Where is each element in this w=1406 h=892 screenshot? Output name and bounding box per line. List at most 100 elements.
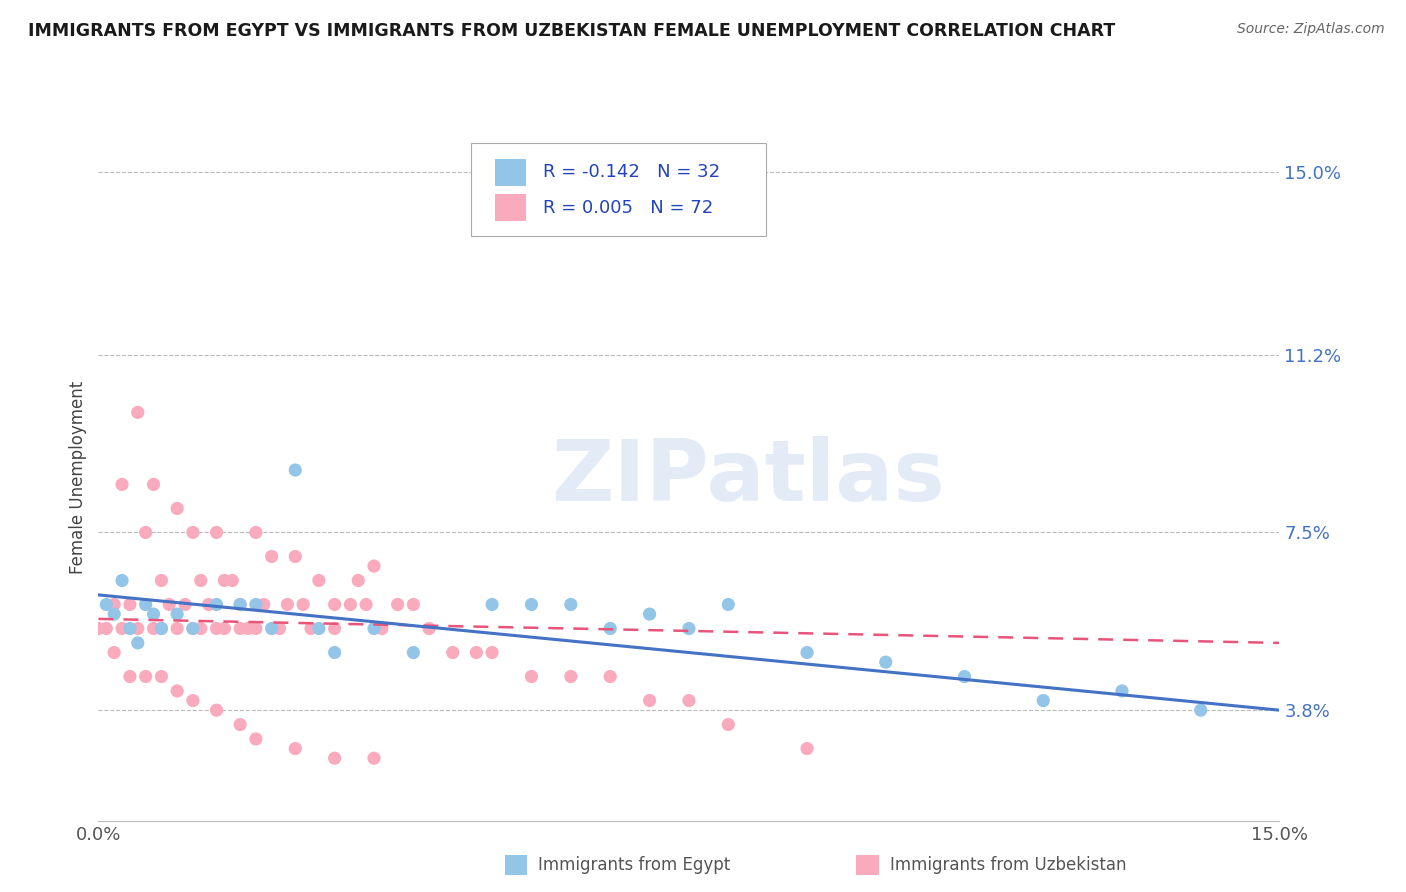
Point	[284, 463, 307, 477]
Text: R = -0.142   N = 32: R = -0.142 N = 32	[543, 163, 720, 181]
Point	[260, 622, 283, 636]
Text: Immigrants from Uzbekistan: Immigrants from Uzbekistan	[890, 856, 1126, 874]
Point	[236, 622, 259, 636]
Point	[118, 669, 141, 683]
Point	[717, 717, 740, 731]
Point	[245, 598, 267, 612]
Point	[323, 622, 346, 636]
Point	[481, 598, 503, 612]
Point	[87, 622, 110, 636]
Point	[118, 622, 141, 636]
Point	[166, 622, 188, 636]
Point	[135, 525, 157, 540]
Point	[260, 549, 283, 564]
Point	[402, 646, 425, 660]
Point	[197, 598, 219, 612]
Point	[253, 598, 276, 612]
Point	[292, 598, 315, 612]
Point	[245, 622, 267, 636]
Point	[166, 684, 188, 698]
Point	[111, 622, 134, 636]
Point	[599, 622, 621, 636]
Point	[363, 559, 385, 574]
Point	[875, 655, 897, 669]
Point	[323, 751, 346, 765]
Point	[205, 525, 228, 540]
Point	[465, 646, 488, 660]
Point	[181, 622, 204, 636]
Point	[190, 574, 212, 588]
Point	[229, 622, 252, 636]
Point	[181, 622, 204, 636]
Point	[520, 669, 543, 683]
Y-axis label: Female Unemployment: Female Unemployment	[69, 381, 87, 574]
Point	[103, 646, 125, 660]
Point	[717, 598, 740, 612]
Point	[221, 574, 243, 588]
Point	[638, 693, 661, 707]
Text: Source: ZipAtlas.com: Source: ZipAtlas.com	[1237, 22, 1385, 37]
Point	[127, 622, 149, 636]
Point	[1189, 703, 1212, 717]
Point	[299, 622, 322, 636]
Point	[96, 622, 118, 636]
Point	[1111, 684, 1133, 698]
Point	[103, 607, 125, 621]
Point	[205, 622, 228, 636]
Point	[150, 574, 173, 588]
Point	[953, 669, 976, 683]
Point	[678, 622, 700, 636]
Point	[166, 607, 188, 621]
Point	[229, 598, 252, 612]
Point	[308, 622, 330, 636]
Point	[157, 598, 180, 612]
Point	[181, 693, 204, 707]
Point	[205, 703, 228, 717]
Point	[142, 607, 165, 621]
Point	[402, 598, 425, 612]
Point	[796, 741, 818, 756]
Point	[166, 501, 188, 516]
Point	[214, 574, 236, 588]
Point	[127, 405, 149, 419]
Point	[135, 669, 157, 683]
Point	[363, 751, 385, 765]
Point	[229, 717, 252, 731]
Point	[142, 622, 165, 636]
Point	[174, 598, 197, 612]
Point	[150, 669, 173, 683]
Point	[127, 636, 149, 650]
Point	[118, 598, 141, 612]
Point	[111, 574, 134, 588]
Point	[245, 525, 267, 540]
Point	[441, 646, 464, 660]
Point	[560, 669, 582, 683]
Point	[245, 731, 267, 746]
Point	[190, 622, 212, 636]
Point	[599, 669, 621, 683]
Point	[418, 622, 440, 636]
Point	[354, 598, 377, 612]
Point	[142, 477, 165, 491]
Point	[96, 598, 118, 612]
Text: ZIPatlas: ZIPatlas	[551, 435, 945, 519]
Point	[363, 622, 385, 636]
Point	[276, 598, 298, 612]
Point	[387, 598, 409, 612]
Text: IMMIGRANTS FROM EGYPT VS IMMIGRANTS FROM UZBEKISTAN FEMALE UNEMPLOYMENT CORRELAT: IMMIGRANTS FROM EGYPT VS IMMIGRANTS FROM…	[28, 22, 1115, 40]
Point	[229, 598, 252, 612]
Point	[481, 646, 503, 660]
Point	[308, 574, 330, 588]
Point	[269, 622, 291, 636]
Point	[205, 598, 228, 612]
Point	[1032, 693, 1054, 707]
Text: R = 0.005   N = 72: R = 0.005 N = 72	[543, 199, 713, 217]
Point	[284, 549, 307, 564]
Text: Immigrants from Egypt: Immigrants from Egypt	[538, 856, 731, 874]
Point	[560, 598, 582, 612]
Point	[678, 693, 700, 707]
Point	[796, 646, 818, 660]
Point	[214, 622, 236, 636]
Point	[284, 741, 307, 756]
Point	[347, 574, 370, 588]
